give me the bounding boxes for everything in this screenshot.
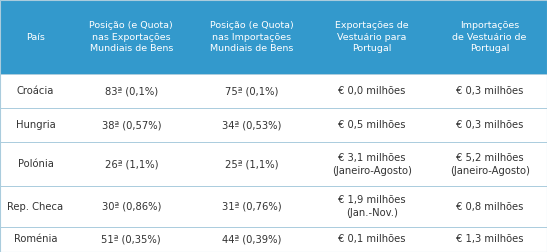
Text: 31ª (0,76%): 31ª (0,76%) <box>222 202 282 212</box>
Text: € 0,3 milhões: € 0,3 milhões <box>456 120 523 130</box>
Text: 51ª (0,35%): 51ª (0,35%) <box>101 234 161 244</box>
Text: Roménia: Roménia <box>14 234 57 244</box>
Text: 26ª (1,1%): 26ª (1,1%) <box>104 160 158 169</box>
Bar <box>0 108 547 142</box>
Text: 38ª (0,57%): 38ª (0,57%) <box>102 120 161 130</box>
Text: Hungria: Hungria <box>16 120 55 130</box>
Text: 25ª (1,1%): 25ª (1,1%) <box>225 160 278 169</box>
Text: 30ª (0,86%): 30ª (0,86%) <box>102 202 161 212</box>
Bar <box>0 227 547 252</box>
Text: € 0,8 milhões: € 0,8 milhões <box>456 202 523 212</box>
Text: Posição (e Quota)
nas Importações
Mundiais de Bens: Posição (e Quota) nas Importações Mundia… <box>210 21 294 53</box>
Text: 44ª (0,39%): 44ª (0,39%) <box>222 234 281 244</box>
Text: € 5,2 milhões
(Janeiro-Agosto): € 5,2 milhões (Janeiro-Agosto) <box>450 153 529 176</box>
Text: 75ª (0,1%): 75ª (0,1%) <box>225 86 278 96</box>
Bar <box>0 142 547 186</box>
Text: País: País <box>26 33 45 42</box>
Text: 34ª (0,53%): 34ª (0,53%) <box>222 120 281 130</box>
Text: Posição (e Quota)
nas Exportações
Mundiais de Bens: Posição (e Quota) nas Exportações Mundia… <box>89 21 173 53</box>
Text: 83ª (0,1%): 83ª (0,1%) <box>104 86 158 96</box>
Bar <box>0 74 547 108</box>
Bar <box>0 0 547 74</box>
Text: € 0,5 milhões: € 0,5 milhões <box>338 120 406 130</box>
Text: Importações
de Vestuário de
Portugal: Importações de Vestuário de Portugal <box>452 21 527 53</box>
Text: € 1,3 milhões: € 1,3 milhões <box>456 234 523 244</box>
Text: € 0,3 milhões: € 0,3 milhões <box>456 86 523 96</box>
Bar <box>0 186 547 227</box>
Text: € 1,9 milhões
(Jan.-Nov.): € 1,9 milhões (Jan.-Nov.) <box>338 196 406 218</box>
Text: Rep. Checa: Rep. Checa <box>8 202 63 212</box>
Text: € 0,1 milhões: € 0,1 milhões <box>338 234 406 244</box>
Text: € 0,0 milhões: € 0,0 milhões <box>338 86 406 96</box>
Text: Croácia: Croácia <box>17 86 54 96</box>
Text: Exportações de
Vestuário para
Portugal: Exportações de Vestuário para Portugal <box>335 21 409 53</box>
Text: € 3,1 milhões
(Janeiro-Agosto): € 3,1 milhões (Janeiro-Agosto) <box>332 153 412 176</box>
Text: Polónia: Polónia <box>18 160 54 169</box>
